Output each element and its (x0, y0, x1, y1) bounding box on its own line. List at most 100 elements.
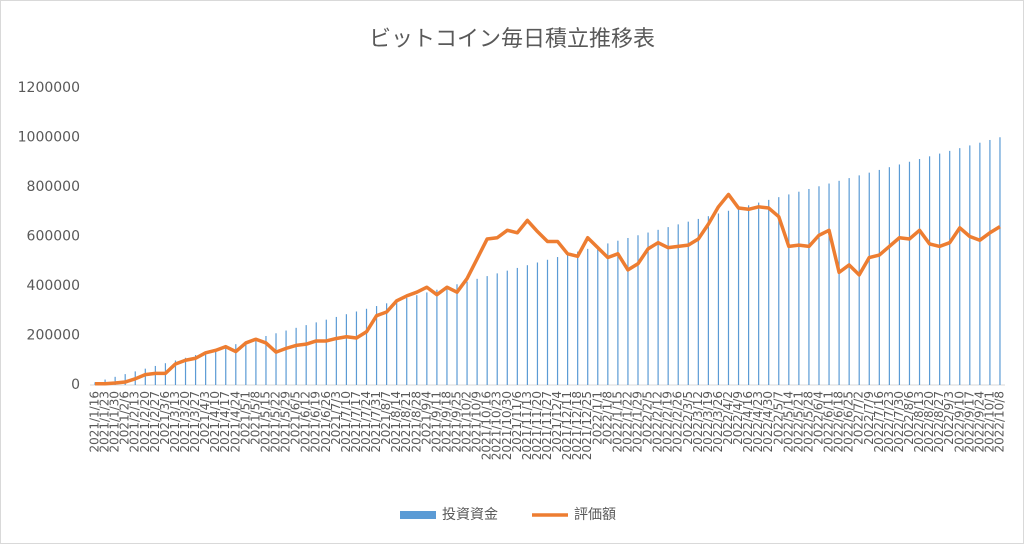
bar (989, 139, 991, 385)
x-tick-label: 2022/10/8 (992, 391, 1006, 453)
x-tick-label: 2022/8/27 (932, 391, 946, 453)
bar (205, 352, 207, 385)
bar (617, 240, 619, 385)
x-tick-label: 2021/9/11 (429, 391, 443, 453)
bar (114, 376, 116, 385)
x-tick-label: 2021/10/9 (470, 391, 484, 453)
x-tick-label: 2021/3/13 (168, 391, 182, 453)
bar (174, 360, 177, 385)
bar (758, 202, 760, 385)
x-tick-label: 2021/8/28 (409, 391, 423, 453)
x-tick-label: 2022/1/15 (610, 391, 624, 453)
x-tick-label: 2022/4/23 (751, 391, 765, 453)
x-tick-label: 2021/1/16 (88, 391, 102, 453)
bar (486, 276, 488, 385)
bar (888, 167, 890, 385)
x-tick-label: 2022/6/18 (832, 391, 846, 453)
x-tick-label: 2021/2/20 (138, 391, 152, 453)
x-tick-label: 2022/3/5 (681, 391, 695, 445)
bar (506, 270, 508, 385)
bar (516, 267, 518, 385)
x-tick-label: 2021/2/27 (148, 391, 162, 453)
bar (999, 137, 1001, 385)
bar (245, 341, 247, 385)
bar (526, 265, 528, 385)
x-tick-label: 2021/7/3 (329, 391, 343, 445)
bar (707, 216, 709, 385)
x-tick-label: 2022/10/1 (982, 391, 996, 453)
bar (717, 213, 720, 385)
x-tick-label: 2021/3/20 (178, 391, 192, 453)
x-tick-label: 2021/8/7 (379, 391, 393, 445)
bar (657, 229, 659, 385)
x-tick-label: 2021/5/22 (269, 391, 283, 453)
x-tick-label: 2022/5/14 (781, 391, 795, 453)
bar (225, 346, 227, 385)
x-tick-label: 2021/10/16 (480, 391, 494, 460)
x-tick-label: 2022/1/8 (600, 391, 614, 445)
x-tick-label: 2022/6/4 (811, 391, 825, 445)
bar (577, 251, 579, 385)
x-tick-label: 2021/12/4 (550, 391, 564, 453)
x-tick-label: 2021/6/19 (309, 391, 323, 453)
x-tick-label: 2022/5/28 (801, 391, 815, 453)
x-tick-label: 2021/2/6 (118, 391, 132, 445)
x-tick-label: 2022/4/30 (761, 391, 775, 453)
bar (969, 145, 971, 385)
x-tick-label: 2021/12/11 (560, 391, 574, 460)
chart-title: ビットコイン毎日積立推移表 (369, 27, 655, 52)
bar (456, 284, 458, 385)
x-tick-label: 2021/7/31 (369, 391, 383, 453)
x-tick-label: 2022/8/20 (922, 391, 936, 453)
x-tick-label: 2021/5/15 (258, 391, 272, 453)
x-tick-label: 2022/4/9 (731, 391, 745, 445)
x-tick-label: 2022/7/16 (872, 391, 886, 453)
x-tick-label: 2021/4/24 (228, 391, 242, 453)
bar (325, 319, 327, 385)
bar (587, 248, 589, 385)
bar (788, 194, 790, 385)
bar (396, 300, 398, 385)
x-tick-label: 2021/7/17 (349, 391, 363, 453)
x-tick-label: 2021/1/30 (108, 391, 122, 453)
x-tick-label: 2021/8/21 (399, 391, 413, 453)
x-tick-label: 2021/12/18 (570, 391, 584, 460)
x-tick-label: 2021/5/1 (238, 391, 252, 445)
x-tick-label: 2022/2/5 (641, 391, 655, 445)
bar (838, 180, 840, 385)
x-tick-label: 2022/7/30 (892, 391, 906, 453)
y-tick-label: 800000 (27, 179, 80, 195)
x-tick-label: 2021/2/13 (128, 391, 142, 453)
x-tick-label: 2021/3/6 (158, 391, 172, 445)
bar (737, 208, 740, 385)
x-tick-label: 2021/3/27 (188, 391, 202, 453)
bar (939, 153, 941, 385)
x-tick-label: 2022/5/21 (791, 391, 805, 453)
bar (959, 148, 961, 385)
bar (627, 237, 629, 385)
bar (858, 175, 860, 385)
x-tick-label: 2021/6/12 (299, 391, 313, 453)
bar (255, 338, 257, 385)
bar (908, 161, 911, 385)
y-tick-label: 0 (71, 377, 80, 393)
x-tick-label: 2021/9/18 (439, 391, 453, 453)
bar (798, 191, 800, 385)
x-tick-label: 2021/7/10 (339, 391, 353, 453)
x-tick-label: 2022/1/29 (630, 391, 644, 453)
bar (335, 316, 337, 385)
bar (476, 278, 478, 385)
bar (436, 289, 438, 385)
x-tick-label: 2022/2/12 (651, 391, 665, 453)
y-tick-label: 1200000 (18, 80, 80, 96)
x-tick-label: 2022/6/25 (842, 391, 856, 453)
x-tick-label: 2021/4/17 (218, 391, 232, 453)
bar (345, 314, 348, 385)
x-tick-label: 2022/4/16 (741, 391, 755, 453)
bar (607, 243, 609, 385)
bar (365, 308, 368, 385)
bar (778, 197, 780, 385)
bar (184, 357, 187, 385)
